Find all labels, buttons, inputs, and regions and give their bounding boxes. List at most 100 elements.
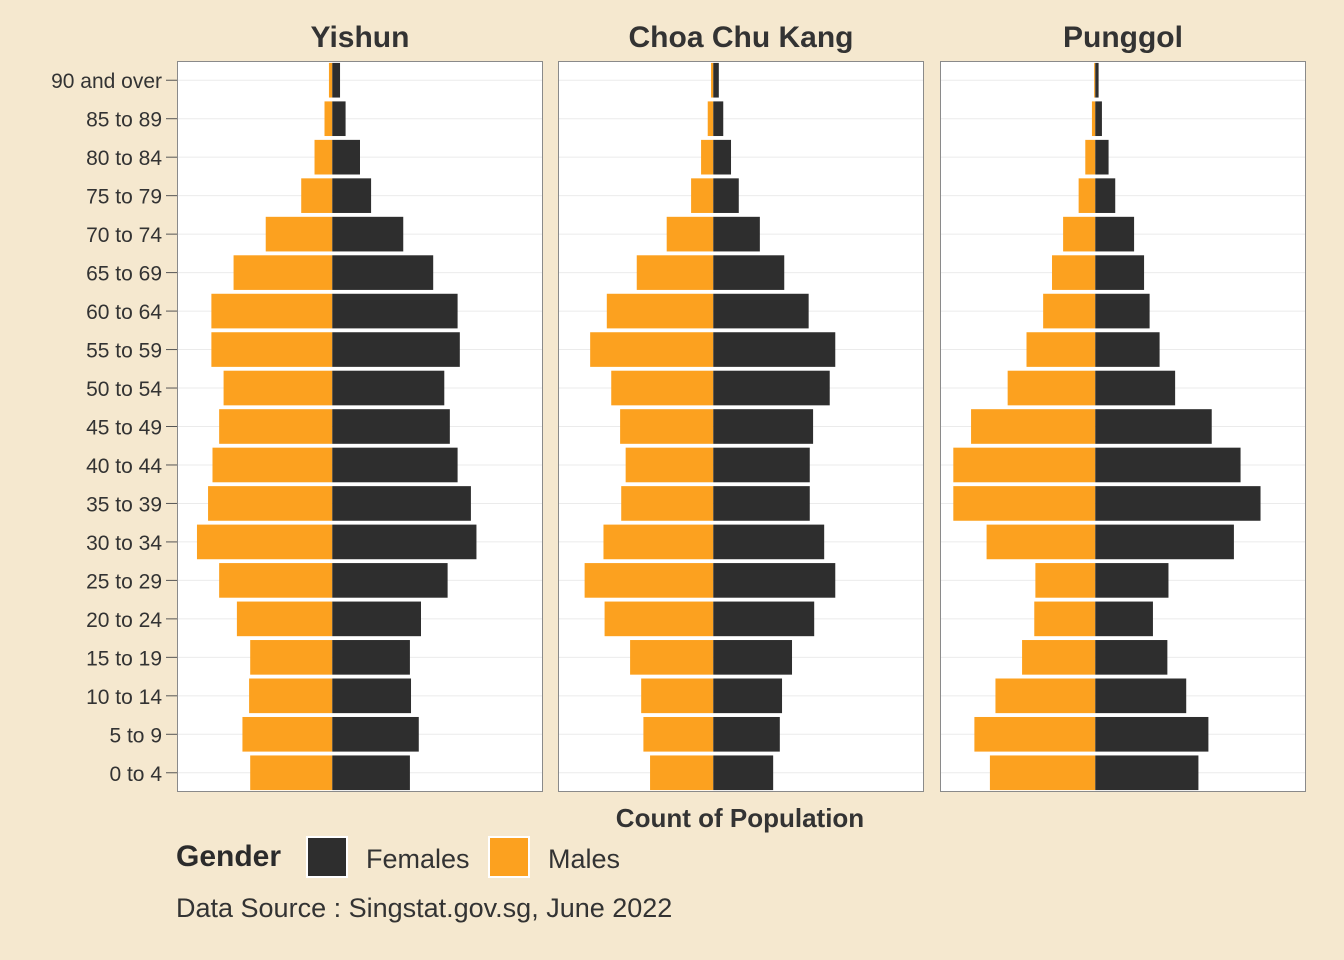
bar-females — [713, 563, 836, 598]
panel-border — [558, 61, 924, 792]
legend-key-females — [306, 836, 348, 878]
bar-females — [332, 178, 372, 213]
x-axis-label: Count of Population — [616, 803, 864, 833]
bar-females — [1095, 640, 1168, 675]
bar-females — [332, 601, 421, 637]
bar-males — [953, 486, 1096, 521]
bar-females — [1095, 139, 1109, 175]
panel-title: Choa Chu Kang — [629, 21, 854, 54]
y-tick-label: 80 to 84 — [86, 147, 162, 170]
bar-females — [1095, 563, 1169, 598]
y-tick-label: 0 to 4 — [109, 763, 162, 786]
bar-females — [713, 640, 793, 675]
bar-females — [713, 678, 783, 714]
bar-males — [1078, 178, 1096, 213]
bar-females — [332, 101, 346, 137]
bar-males — [242, 716, 333, 752]
y-tick-label: 55 to 59 — [86, 340, 162, 363]
bar-males — [233, 255, 333, 290]
bar-males — [995, 678, 1096, 714]
bar-males — [1007, 370, 1096, 406]
y-tick-label: 10 to 14 — [86, 686, 162, 709]
y-tick-label: 50 to 54 — [86, 378, 162, 401]
bar-males — [328, 62, 333, 98]
y-tick-label: 45 to 49 — [86, 417, 162, 440]
bar-males — [1034, 601, 1096, 637]
bar-males — [1091, 101, 1096, 137]
bar-males — [953, 447, 1096, 483]
bar-males — [989, 755, 1096, 791]
bar-males — [584, 563, 714, 598]
bar-females — [1095, 601, 1153, 637]
y-tick-label: 15 to 19 — [86, 647, 162, 670]
bar-males — [701, 139, 714, 175]
bar-males — [641, 678, 714, 714]
bar-females — [713, 293, 809, 329]
bar-females — [332, 139, 360, 175]
bar-males — [219, 409, 333, 444]
bar-females — [1095, 678, 1187, 714]
bar-females — [713, 216, 760, 252]
legend-label-males: Males — [548, 844, 621, 874]
legend-title: Gender — [176, 840, 282, 873]
bar-females — [1095, 216, 1135, 252]
bar-females — [1095, 62, 1099, 98]
y-tick-label: 25 to 29 — [86, 570, 162, 593]
bar-males — [604, 601, 714, 637]
bar-males — [650, 755, 714, 791]
bar-females — [713, 62, 719, 98]
y-tick-label: 85 to 89 — [86, 109, 162, 132]
bar-males — [236, 601, 333, 637]
bar-females — [1095, 524, 1234, 560]
bar-females — [1095, 178, 1116, 213]
bar-females — [713, 409, 814, 444]
y-tick-label: 65 to 69 — [86, 263, 162, 286]
legend-key-males — [488, 836, 530, 878]
bar-males — [1063, 216, 1096, 252]
y-tick-label: 5 to 9 — [109, 724, 162, 747]
bar-males — [314, 139, 333, 175]
y-tick-label: 90 and over — [51, 70, 162, 93]
bar-males — [590, 332, 714, 367]
bar-males — [621, 486, 714, 521]
y-tick-label: 20 to 24 — [86, 609, 162, 632]
bar-females — [713, 101, 724, 137]
bar-females — [332, 62, 341, 98]
bar-males — [1043, 293, 1096, 329]
bar-females — [332, 293, 458, 329]
panel-title: Punggol — [1063, 21, 1183, 54]
bar-females — [713, 255, 785, 290]
bar-males — [620, 409, 714, 444]
bar-males — [1035, 563, 1096, 598]
bar-males — [250, 640, 333, 675]
bar-females — [713, 178, 739, 213]
y-tick-label: 75 to 79 — [86, 186, 162, 209]
bar-males — [211, 332, 333, 367]
bar-males — [636, 255, 714, 290]
bar-females — [713, 486, 810, 521]
bar-males — [643, 716, 714, 752]
bar-females — [332, 678, 412, 714]
bar-males — [1094, 62, 1096, 98]
bar-females — [713, 524, 825, 560]
bar-males — [324, 101, 333, 137]
bar-females — [1095, 332, 1160, 367]
bar-females — [332, 563, 448, 598]
bar-males — [603, 524, 714, 560]
bar-males — [265, 216, 333, 252]
bar-males — [1022, 640, 1096, 675]
bar-females — [332, 216, 404, 252]
bar-females — [332, 640, 410, 675]
bar-females — [1095, 370, 1176, 406]
bar-males — [606, 293, 714, 329]
bar-males — [223, 370, 333, 406]
y-tick-label: 70 to 74 — [86, 224, 162, 247]
bar-males — [691, 178, 714, 213]
bar-males — [301, 178, 333, 213]
y-tick-label: 40 to 44 — [86, 455, 162, 478]
bar-males — [208, 486, 333, 521]
bar-males — [986, 524, 1096, 560]
bar-males — [211, 293, 333, 329]
bar-females — [332, 755, 410, 791]
